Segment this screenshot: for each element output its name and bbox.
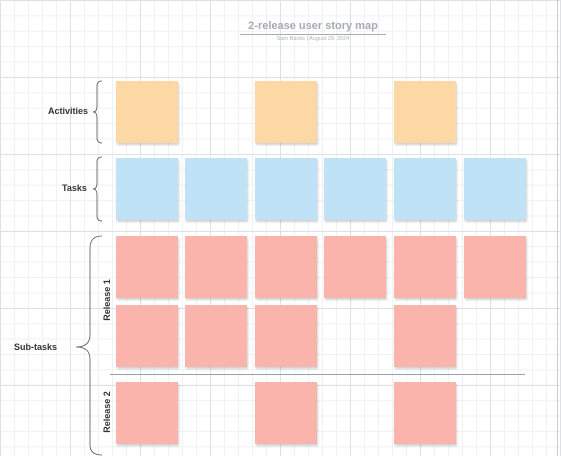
task-note[interactable] xyxy=(255,158,317,220)
release-1-subtask-note[interactable] xyxy=(324,236,386,298)
author-name: Sam Banks xyxy=(276,36,305,42)
task-note[interactable] xyxy=(464,158,526,220)
task-note[interactable] xyxy=(185,158,247,220)
release-2-subtask-note[interactable] xyxy=(394,382,456,444)
release-1-subtask-note[interactable] xyxy=(255,236,317,298)
tasks-label: Tasks xyxy=(62,183,87,193)
task-note[interactable] xyxy=(394,158,456,220)
release-divider xyxy=(110,374,525,375)
release-1-subtask-note[interactable] xyxy=(394,236,456,298)
title-underline xyxy=(240,34,386,35)
diagram-date: August 28, 2024 xyxy=(309,36,350,42)
canvas-edge xyxy=(557,0,558,456)
release-1-subtask-note[interactable] xyxy=(185,305,247,367)
release-1-subtask-note[interactable] xyxy=(185,236,247,298)
subtasks-brace xyxy=(75,235,103,456)
tasks-brace xyxy=(92,156,103,222)
release-2-subtask-note[interactable] xyxy=(116,382,178,444)
subtasks-label: Sub-tasks xyxy=(14,342,58,352)
activities-brace xyxy=(92,80,103,144)
activity-note[interactable] xyxy=(394,81,456,143)
activity-note[interactable] xyxy=(116,81,178,143)
release-1-subtask-note[interactable] xyxy=(394,305,456,367)
diagram-title: 2-release user story map xyxy=(248,20,378,32)
diagram-subtitle: Sam Banks | August 28, 2024 xyxy=(240,36,386,42)
task-note[interactable] xyxy=(116,158,178,220)
activities-label: Activities xyxy=(48,106,89,116)
subtitle-separator: | xyxy=(306,36,308,42)
release-1-subtask-note[interactable] xyxy=(464,236,526,298)
activity-note[interactable] xyxy=(255,81,317,143)
release-2-subtask-note[interactable] xyxy=(255,382,317,444)
task-note[interactable] xyxy=(324,158,386,220)
release-1-subtask-note[interactable] xyxy=(116,236,178,298)
release-1-subtask-note[interactable] xyxy=(255,305,317,367)
release-1-subtask-note[interactable] xyxy=(116,305,178,367)
